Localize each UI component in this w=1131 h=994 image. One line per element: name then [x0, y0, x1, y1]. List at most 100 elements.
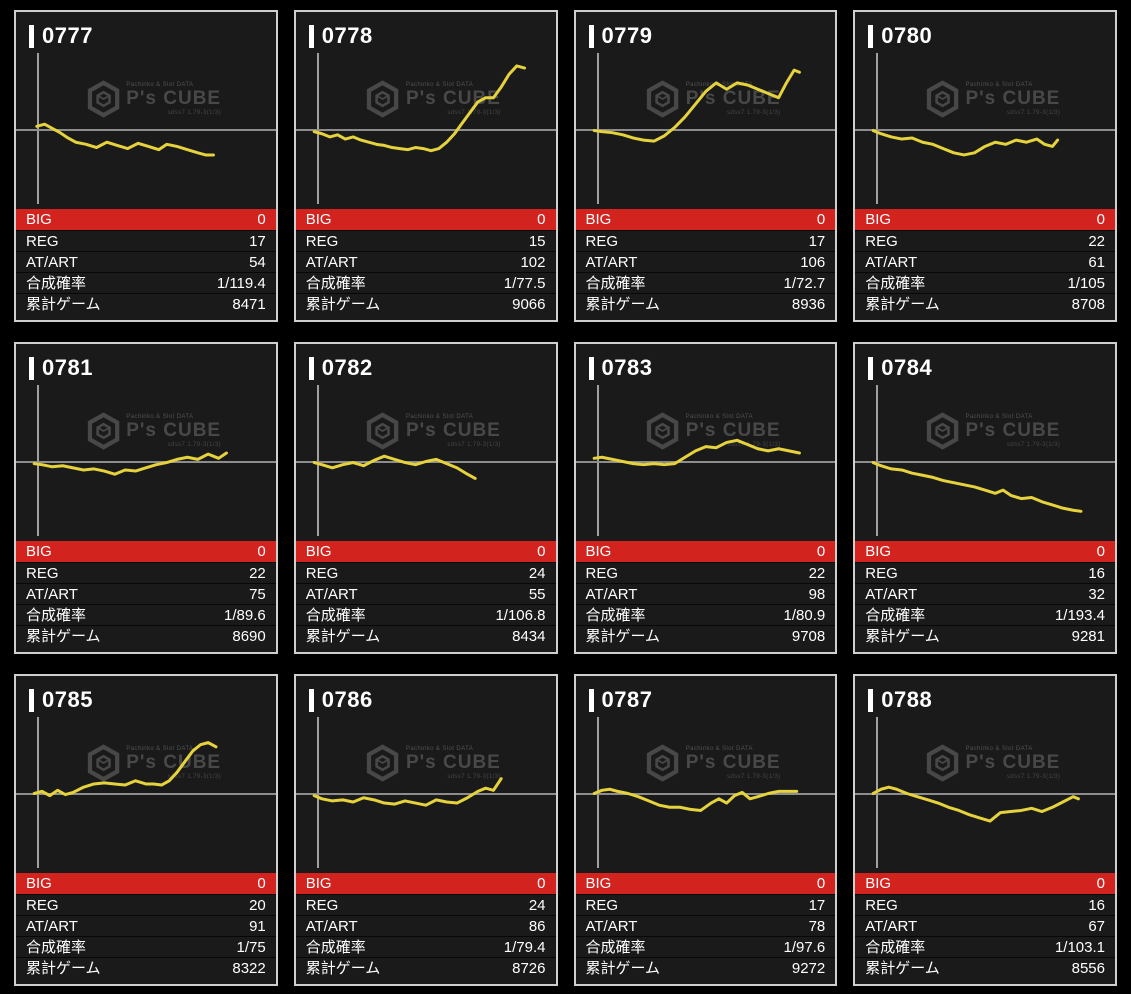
machine-number: 0777: [42, 23, 93, 48]
stat-value-games: 8708: [1071, 295, 1105, 313]
stat-label-big: BIG: [305, 875, 332, 892]
machine-panel[interactable]: 0781 Pachinko & Slot DATA P's CUBE sdss7…: [14, 342, 278, 654]
stat-row-atart: AT/ART 67: [855, 915, 1115, 936]
stat-row-big: BIG 0: [575, 541, 836, 562]
stats-table: BIG 0 REG 17 AT/ART 54 合成確率 1/119.4 累計ゲー…: [16, 209, 276, 320]
machine-panel[interactable]: 0788 Pachinko & Slot DATA P's CUBE sdss7…: [853, 674, 1117, 986]
stats-table: BIG 0 REG 15 AT/ART 102 合成確率 1/77.5 累計ゲー…: [295, 209, 556, 320]
ps-cube-watermark: Pachinko & Slot DATA P's CUBE sdss7 1.79…: [366, 744, 501, 782]
stat-value-games: 8726: [512, 959, 546, 977]
stat-row-rate: 合成確率 1/97.6: [575, 936, 836, 957]
stat-row-games: 累計ゲーム 9708: [575, 625, 836, 646]
watermark-brand-text: P's CUBE: [405, 419, 501, 441]
stat-label-big: BIG: [26, 543, 52, 560]
stat-row-rate: 合成確率 1/75: [16, 936, 276, 957]
stat-row-reg: REG 24: [295, 894, 556, 915]
stat-label-reg: REG: [585, 232, 619, 250]
zero-baseline: [295, 792, 556, 795]
stat-label-atart: AT/ART: [585, 585, 638, 603]
watermark-brand-text: P's CUBE: [126, 419, 222, 441]
ps-cube-watermark: Pachinko & Slot DATA P's CUBE sdss7 1.79…: [86, 744, 221, 782]
ps-cube-logo-icon: [367, 412, 399, 450]
stat-value-rate: 1/105: [1067, 274, 1105, 292]
machine-panel[interactable]: 0786 Pachinko & Slot DATA P's CUBE sdss7…: [293, 674, 558, 986]
stat-value-big: 0: [1096, 543, 1105, 560]
stat-row-reg: REG 22: [16, 562, 276, 583]
stat-label-games: 累計ゲーム: [585, 295, 661, 313]
stat-label-rate: 合成確率: [305, 606, 366, 624]
stat-row-reg: REG 22: [575, 562, 836, 583]
machine-panel[interactable]: 0785 Pachinko & Slot DATA P's CUBE sdss7…: [14, 674, 278, 986]
stat-value-reg: 24: [528, 896, 546, 914]
ps-cube-logo-icon: [367, 744, 399, 782]
ps-cube-watermark: Pachinko & Slot DATA P's CUBE sdss7 1.79…: [86, 412, 221, 450]
ps-cube-watermark: Pachinko & Slot DATA P's CUBE sdss7 1.79…: [646, 744, 781, 782]
stat-label-reg: REG: [305, 564, 339, 582]
machine-panel[interactable]: 0777 Pachinko & Slot DATA P's CUBE sdss7…: [14, 10, 278, 322]
stat-value-rate: 1/80.9: [783, 606, 826, 624]
stat-value-reg: 17: [808, 896, 826, 914]
stat-label-reg: REG: [26, 896, 59, 914]
ps-cube-logo-icon: [926, 412, 959, 450]
machine-panel[interactable]: 0783 Pachinko & Slot DATA P's CUBE sdss7…: [573, 342, 838, 654]
title-tick-bar: [588, 24, 594, 48]
stat-value-rate: 1/97.6: [783, 938, 826, 956]
machine-panel[interactable]: 0787 Pachinko & Slot DATA P's CUBE sdss7…: [573, 674, 838, 986]
watermark-sub-text: sdss7 1.79-3(1/3): [447, 109, 501, 116]
stat-label-atart: AT/ART: [26, 253, 78, 271]
ps-cube-logo-icon: [646, 744, 679, 782]
machine-header: 0780: [855, 12, 1115, 50]
stat-label-rate: 合成確率: [865, 938, 926, 956]
machine-number: 0785: [42, 687, 93, 712]
stat-row-rate: 合成確率 1/103.1: [855, 936, 1115, 957]
title-tick-bar: [29, 356, 34, 380]
ps-cube-watermark: Pachinko & Slot DATA P's CUBE sdss7 1.79…: [86, 80, 221, 118]
ps-cube-logo-icon: [646, 412, 679, 450]
stat-label-games: 累計ゲーム: [865, 295, 940, 313]
stat-label-games: 累計ゲーム: [26, 959, 101, 977]
stat-label-rate: 合成確率: [26, 938, 87, 956]
machine-panel[interactable]: 0778 Pachinko & Slot DATA P's CUBE sdss7…: [293, 10, 558, 322]
stat-value-games: 9066: [512, 295, 546, 313]
stat-row-reg: REG 22: [855, 230, 1115, 251]
slump-line: [873, 787, 1078, 821]
stat-row-atart: AT/ART 75: [16, 583, 276, 604]
machine-header: 0785: [16, 676, 276, 714]
machine-number: 0781: [42, 355, 93, 380]
stats-table: BIG 0 REG 22 AT/ART 98 合成確率 1/80.9 累計ゲーム…: [575, 541, 836, 652]
stat-label-reg: REG: [26, 232, 59, 250]
machine-panel[interactable]: 0782 Pachinko & Slot DATA P's CUBE sdss7…: [293, 342, 558, 654]
stat-row-big: BIG 0: [855, 209, 1115, 230]
machine-panel[interactable]: 0779 Pachinko & Slot DATA P's CUBE sdss7…: [573, 10, 838, 322]
zero-baseline: [16, 128, 276, 131]
ps-cube-watermark: Pachinko & Slot DATA P's CUBE sdss7 1.79…: [925, 744, 1060, 782]
stat-row-big: BIG 0: [295, 209, 556, 230]
slump-line-chart: [296, 714, 556, 873]
stat-label-big: BIG: [305, 211, 332, 228]
stat-row-big: BIG 0: [295, 873, 556, 894]
stat-row-rate: 合成確率 1/72.7: [575, 272, 836, 293]
watermark-top-text: Pachinko & Slot DATA: [965, 746, 1033, 753]
machine-header: 0781: [16, 344, 276, 382]
stat-value-rate: 1/106.8: [495, 606, 546, 624]
stat-label-reg: REG: [865, 564, 898, 582]
machine-panel[interactable]: 0784 Pachinko & Slot DATA P's CUBE sdss7…: [853, 342, 1117, 654]
stat-value-big: 0: [257, 211, 266, 228]
stat-row-rate: 合成確率 1/106.8: [295, 604, 556, 625]
machine-number: 0783: [601, 355, 653, 380]
stats-table: BIG 0 REG 17 AT/ART 78 合成確率 1/97.6 累計ゲーム…: [575, 873, 836, 984]
machine-panel[interactable]: 0780 Pachinko & Slot DATA P's CUBE sdss7…: [853, 10, 1117, 322]
stat-value-games: 8471: [232, 295, 266, 313]
stat-row-reg: REG 24: [295, 562, 556, 583]
title-tick-bar: [308, 24, 314, 48]
stat-label-atart: AT/ART: [585, 917, 638, 935]
stat-label-atart: AT/ART: [865, 585, 918, 603]
slump-line: [34, 743, 216, 796]
machine-number: 0784: [881, 355, 933, 380]
stat-value-games: 8434: [512, 627, 546, 645]
stat-value-atart: 54: [249, 253, 266, 271]
stat-value-big: 0: [537, 211, 546, 228]
machine-header: 0779: [576, 12, 836, 50]
stats-table: BIG 0 REG 22 AT/ART 75 合成確率 1/89.6 累計ゲーム…: [16, 541, 276, 652]
stat-row-games: 累計ゲーム 8556: [855, 957, 1115, 978]
